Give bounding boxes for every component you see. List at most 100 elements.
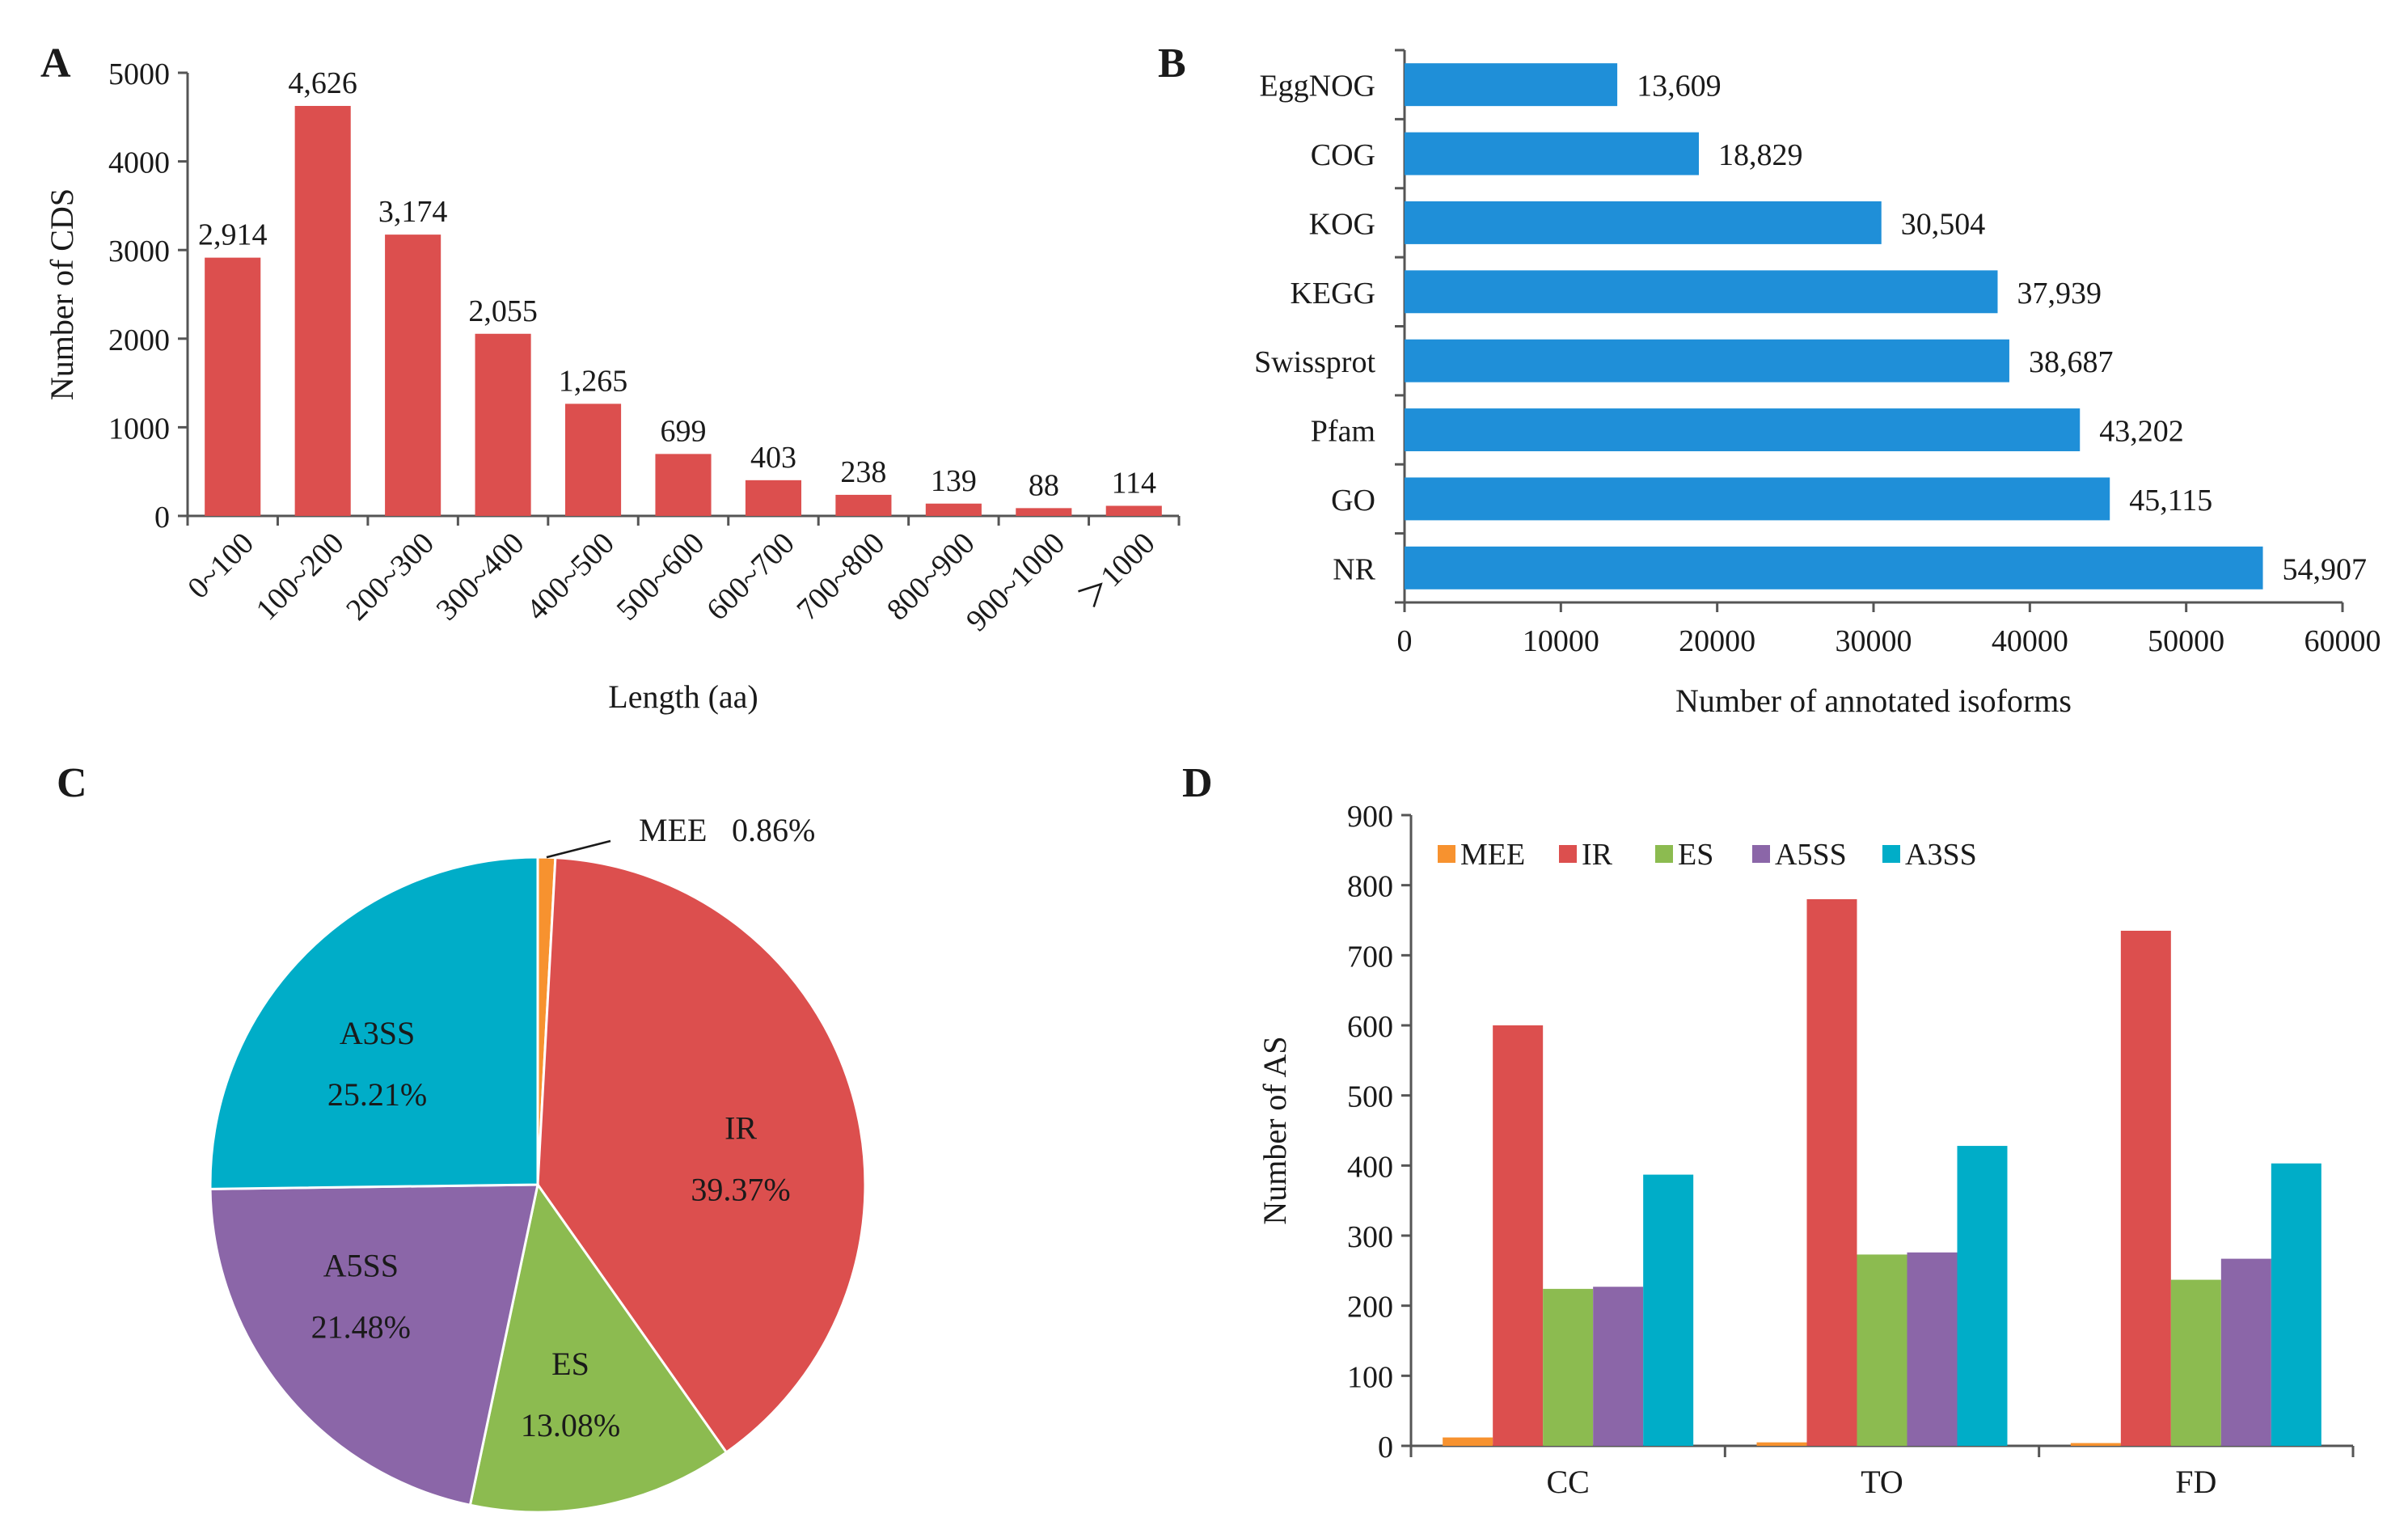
x-tick-label: 700~800 xyxy=(790,526,891,628)
bar-KOG xyxy=(1405,201,1882,244)
y-tick-label: COG xyxy=(1311,138,1375,172)
y-tick-label: 700 xyxy=(1347,940,1393,974)
x-tick-label: 60000 xyxy=(2304,624,2381,658)
x-tick-label: 200~300 xyxy=(340,526,441,628)
y-tick-label: 200 xyxy=(1347,1291,1393,1325)
pie-slice-ir xyxy=(536,856,867,1455)
data-label: 403 xyxy=(750,441,796,475)
pie-slice-es xyxy=(468,1181,729,1514)
pie-slice-a3ss xyxy=(209,856,539,1190)
bar-fd-ir xyxy=(2120,931,2171,1446)
legend-label: IR xyxy=(1582,838,1613,872)
data-label: 13,609 xyxy=(1637,70,1722,104)
y-tick-label: 400 xyxy=(1347,1150,1393,1184)
bar-800~900 xyxy=(925,503,982,516)
x-tick-label: 10000 xyxy=(1523,624,1599,658)
panel-c-pie-chart: MEE 0.86% IR 39.37% ES 13.08% A5SS 21.48% A3SS 25… xyxy=(209,812,867,1514)
slice-label: MEE xyxy=(639,812,707,848)
x-axis-title: Length (aa) xyxy=(608,678,758,715)
data-label: 30,504 xyxy=(1901,207,1986,241)
legend-swatch-es xyxy=(1655,845,1673,863)
bar-to-mee xyxy=(1756,1442,1807,1446)
x-tick-label: 600~700 xyxy=(700,526,801,628)
slice-label: A5SS xyxy=(323,1247,399,1283)
panel-label-d: D xyxy=(1182,760,1213,806)
bar-COG xyxy=(1405,132,1700,175)
x-tick-label: 30000 xyxy=(1836,624,1912,658)
x-tick-label: 20000 xyxy=(1679,624,1755,658)
data-label: 18,829 xyxy=(1718,138,1803,172)
x-tick-label: 500~600 xyxy=(610,526,712,628)
bar-NR xyxy=(1405,546,2263,590)
bar-400~500 xyxy=(564,404,622,516)
bar-500~600 xyxy=(655,454,712,516)
bar-cc-a5ss xyxy=(1593,1287,1644,1446)
slice-value: 21.48% xyxy=(311,1308,411,1345)
data-label: 4,626 xyxy=(288,66,357,100)
bar-100~200 xyxy=(294,105,351,516)
bar-600~700 xyxy=(745,480,802,516)
data-label: 114 xyxy=(1111,467,1156,501)
data-label: 45,115 xyxy=(2129,484,2212,518)
x-tick-label: 300~400 xyxy=(430,526,531,628)
y-tick-label: 0 xyxy=(1378,1430,1393,1464)
y-tick-label: KEGG xyxy=(1290,277,1375,311)
x-tick-label: ＞1000 xyxy=(1072,526,1161,615)
x-tick-label: 900~1000 xyxy=(960,526,1071,638)
y-tick-label: 0 xyxy=(154,501,170,535)
data-label: 2,055 xyxy=(468,294,538,328)
bar-KEGG xyxy=(1405,270,1998,314)
bar-fd-a5ss xyxy=(2220,1258,2271,1446)
bar-fd-es xyxy=(2170,1279,2221,1446)
slice-label: IR xyxy=(725,1109,757,1146)
y-tick-label: 900 xyxy=(1347,800,1393,834)
panel-label-c: C xyxy=(57,760,87,806)
panel-label-a: A xyxy=(40,40,71,87)
bar-700~800 xyxy=(835,494,892,516)
data-label: 139 xyxy=(931,464,977,498)
panel-a-bar-chart: 0 1000 2000 3000 4000 5000 2,914 0~100 4,626 100~… xyxy=(44,57,1181,715)
y-tick-label: Swissprot xyxy=(1254,345,1375,379)
data-label: 88 xyxy=(1029,468,1059,502)
y-tick-label: 300 xyxy=(1347,1220,1393,1254)
bar-＞1000 xyxy=(1105,505,1162,516)
y-tick-label: KOG xyxy=(1309,207,1375,241)
bar-to-a5ss xyxy=(1907,1252,1958,1446)
data-label: 3,174 xyxy=(378,195,448,229)
bar-0~100 xyxy=(205,257,261,516)
slice-value: 39.37% xyxy=(691,1171,790,1207)
y-tick-label: 600 xyxy=(1347,1010,1393,1044)
y-axis-title: Number of CDS xyxy=(44,188,80,400)
bar-to-es xyxy=(1857,1254,1907,1446)
panel-d-grouped-bar-chart: 0 100 200 300 400 500 600 700 800 900 CC TO FD Number… xyxy=(1257,800,2355,1500)
data-label: 54,907 xyxy=(2283,552,2368,586)
y-tick-label: 3000 xyxy=(108,235,170,268)
panel-label-b: B xyxy=(1158,40,1186,87)
data-label: 1,265 xyxy=(559,364,628,398)
y-tick-label: NR xyxy=(1333,552,1375,586)
slice-value: 25.21% xyxy=(327,1076,427,1113)
slice-label: ES xyxy=(551,1346,589,1382)
slice-value: 0.86% xyxy=(732,812,815,848)
y-tick-label: 5000 xyxy=(108,57,170,91)
x-tick-label: 50000 xyxy=(2148,624,2224,658)
bar-200~300 xyxy=(385,235,441,516)
pie-slice-a5ss xyxy=(209,1183,539,1507)
x-tick-label: 40000 xyxy=(1992,624,2068,658)
bar-EggNOG xyxy=(1405,63,1618,107)
legend-swatch-a3ss xyxy=(1882,845,1900,863)
y-axis-title: Number of AS xyxy=(1257,1036,1293,1224)
x-tick-label: 100~200 xyxy=(250,526,351,628)
y-tick-label: 500 xyxy=(1347,1080,1393,1114)
x-axis-title: Number of annotated isoforms xyxy=(1675,682,2072,719)
legend: MEE IR ES A5SS A3SS xyxy=(1438,838,1977,872)
legend-label: MEE xyxy=(1460,838,1525,872)
x-tick-label: 0~100 xyxy=(181,526,260,606)
bar-to-ir xyxy=(1806,899,1857,1446)
data-label: 238 xyxy=(840,455,886,489)
bar-Pfam xyxy=(1405,408,2081,452)
bar-GO xyxy=(1405,477,2110,521)
slice-value: 13.08% xyxy=(521,1407,620,1443)
